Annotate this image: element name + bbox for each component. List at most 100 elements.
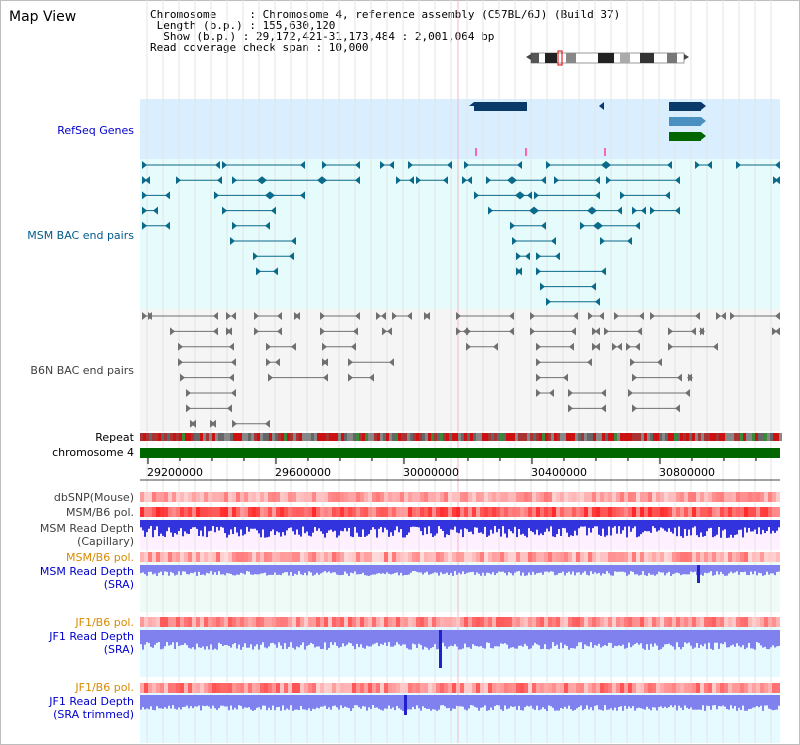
polymorphism-cell xyxy=(344,617,348,627)
read-depth-bar xyxy=(536,520,538,530)
polymorphism-cell xyxy=(376,617,380,627)
read-depth-bar xyxy=(170,520,172,533)
read-depth-bar xyxy=(250,520,252,529)
polymorphism-cell xyxy=(420,683,424,693)
read-depth-bar xyxy=(232,565,234,576)
read-depth-bar xyxy=(336,565,338,575)
read-depth-bar xyxy=(438,565,440,576)
read-depth-bar xyxy=(496,630,498,647)
b6n-bac-pair-end xyxy=(568,389,573,397)
read-depth-bar xyxy=(502,520,504,527)
polymorphism-cell xyxy=(412,683,416,693)
msm-bac-pair-end xyxy=(142,221,147,230)
polymorphism-cell xyxy=(636,492,640,502)
polymorphism-cell xyxy=(392,492,396,502)
polymorphism-cell xyxy=(308,552,312,562)
polymorphism-cell xyxy=(552,507,556,517)
read-depth-bar xyxy=(716,520,718,535)
polymorphism-cell xyxy=(216,507,220,517)
read-depth-bar xyxy=(716,565,718,572)
read-depth-bar xyxy=(456,565,458,575)
msm-bac-pair-end xyxy=(507,176,512,185)
polymorphism-cell xyxy=(296,552,300,562)
repeat-segment xyxy=(203,433,206,441)
read-depth-bar xyxy=(382,630,384,645)
read-depth-bar xyxy=(418,630,420,644)
polymorphism-cell xyxy=(168,617,172,627)
read-depth-bar xyxy=(236,565,238,575)
read-depth-bar xyxy=(642,695,644,709)
polymorphism-cell xyxy=(424,492,428,502)
polymorphism-cell xyxy=(488,683,492,693)
polymorphism-cell xyxy=(760,552,764,562)
polymorphism-cell xyxy=(480,492,484,502)
read-depth-bar xyxy=(752,695,754,708)
msm-bac-pair-end xyxy=(675,206,680,215)
read-depth-bar xyxy=(448,695,450,709)
repeat-segment xyxy=(608,433,611,441)
polymorphism-cell xyxy=(144,552,148,562)
read-depth-bar xyxy=(420,695,422,711)
polymorphism-cell xyxy=(476,507,480,517)
polymorphism-cell xyxy=(624,683,628,693)
polymorphism-cell xyxy=(684,552,688,562)
read-depth-bar xyxy=(718,695,720,706)
read-depth-bar xyxy=(532,630,534,646)
read-depth-bar xyxy=(454,695,456,709)
polymorphism-cell xyxy=(680,492,684,502)
polymorphism-cell xyxy=(372,683,376,693)
read-depth-bar xyxy=(256,630,258,645)
read-depth-bar xyxy=(772,520,774,531)
read-depth-bar xyxy=(296,695,298,710)
read-depth-bar xyxy=(566,520,568,533)
read-depth-bar xyxy=(200,630,202,648)
read-depth-bar xyxy=(334,520,336,531)
track-label-msm-bac[interactable]: MSM BAC end pairs xyxy=(27,229,134,242)
read-depth-bar xyxy=(152,520,154,538)
read-depth-bar xyxy=(196,565,198,576)
polymorphism-cell xyxy=(260,683,264,693)
read-depth-bar xyxy=(670,565,672,576)
polymorphism-cell xyxy=(232,492,236,502)
repeat-segment xyxy=(707,433,710,441)
read-depth-bar xyxy=(486,565,488,573)
read-depth-bar xyxy=(752,520,754,532)
polymorphism-cell xyxy=(400,492,404,502)
polymorphism-cell xyxy=(512,552,516,562)
polymorphism-cell xyxy=(776,507,780,517)
read-depth-bar xyxy=(170,565,172,572)
b6n-bac-pair-end xyxy=(626,342,631,351)
read-depth-bar xyxy=(220,565,222,575)
read-depth-bar xyxy=(540,695,542,710)
b6n-bac-pair-end xyxy=(536,389,541,397)
read-depth-bar xyxy=(618,695,620,707)
read-depth-bar xyxy=(294,520,296,535)
polymorphism-cell xyxy=(172,552,176,562)
repeat-segment xyxy=(173,433,176,441)
read-depth-bar xyxy=(660,520,662,528)
repeat-segment xyxy=(236,433,239,441)
repeat-segment xyxy=(209,433,212,441)
read-depth-bar xyxy=(754,630,756,650)
read-depth-bar xyxy=(402,565,404,576)
polymorphism-cell xyxy=(384,683,388,693)
polymorphism-cell xyxy=(220,683,224,693)
repeat-segment xyxy=(362,433,365,441)
track-label-b6n-bac[interactable]: B6N BAC end pairs xyxy=(30,364,134,377)
read-depth-bar xyxy=(526,630,528,646)
polymorphism-cell xyxy=(776,617,780,627)
read-depth-bar xyxy=(280,695,282,711)
track-label-refseq[interactable]: RefSeq Genes xyxy=(57,124,134,137)
polymorphism-cell xyxy=(620,683,624,693)
read-depth-bar xyxy=(588,630,590,647)
polymorphism-cell xyxy=(144,617,148,627)
read-depth-bar xyxy=(692,520,694,528)
polymorphism-cell xyxy=(692,683,696,693)
read-depth-bar xyxy=(476,565,478,573)
repeat-segment xyxy=(242,433,245,441)
read-depth-bar xyxy=(376,630,378,643)
b6n-bac-pair-end xyxy=(266,358,271,367)
read-depth-bar xyxy=(650,520,652,533)
read-depth-bar xyxy=(358,520,360,537)
